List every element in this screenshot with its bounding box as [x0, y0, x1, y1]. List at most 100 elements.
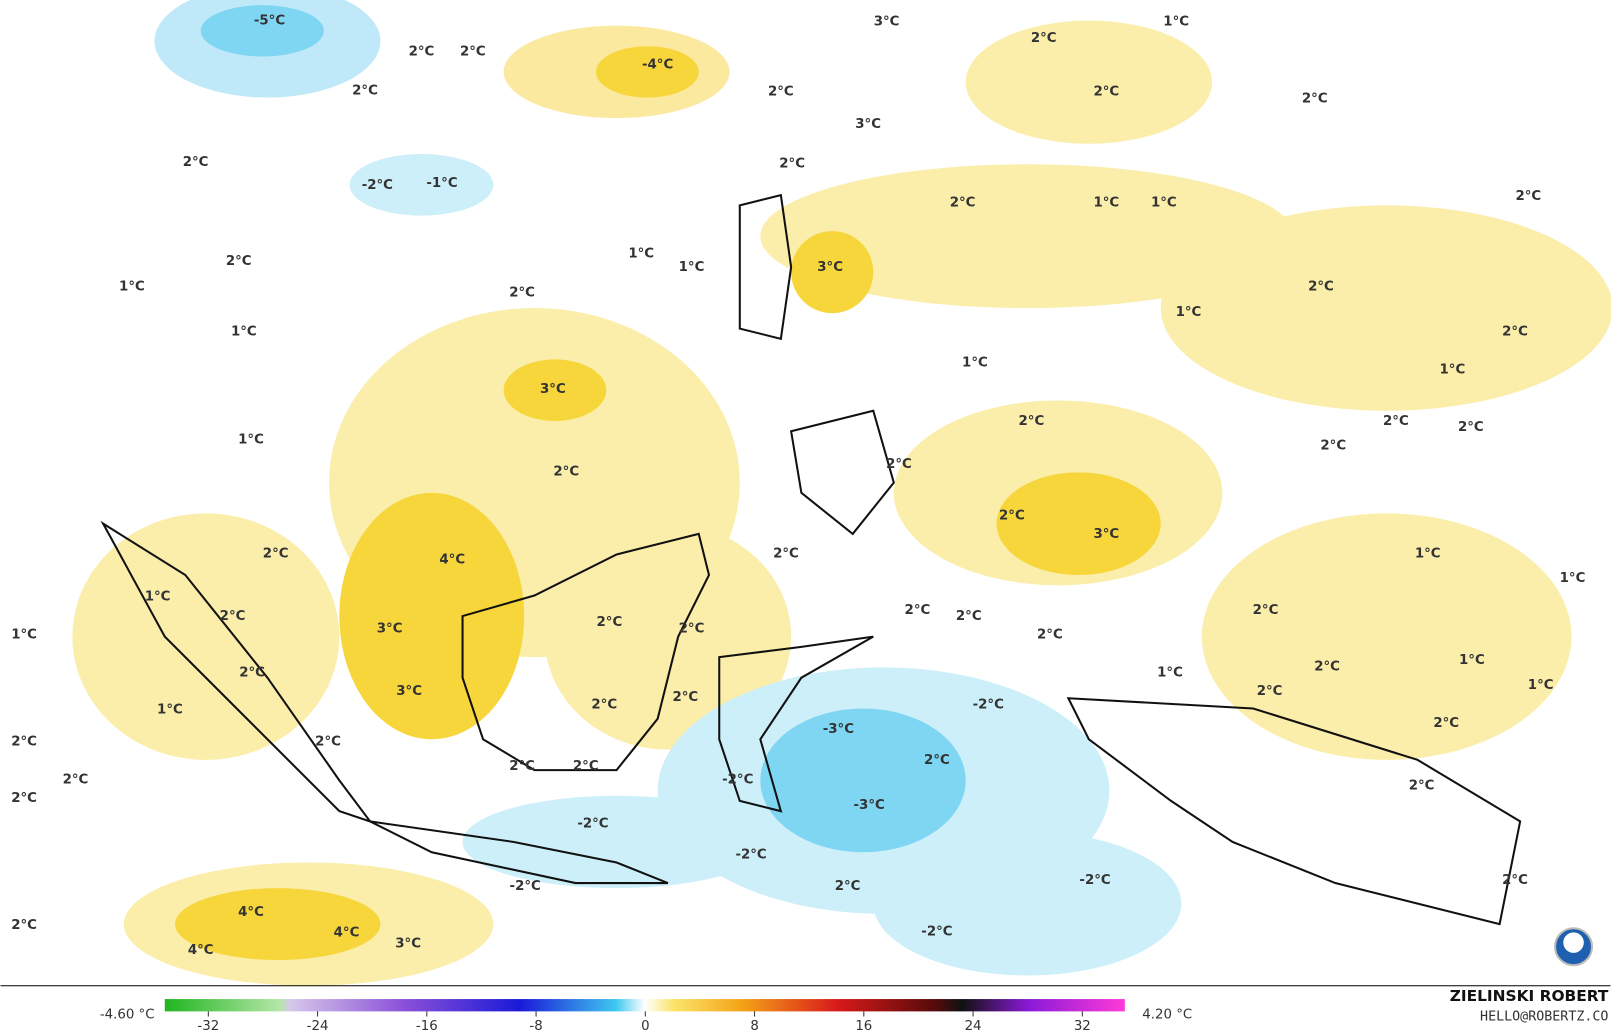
colorbar-tick-label: 32: [1074, 1019, 1091, 1034]
temp-label: -2°C: [510, 879, 541, 894]
temp-label: 4°C: [188, 943, 214, 958]
temp-label: 2°C: [886, 457, 912, 472]
temp-label: 2°C: [956, 609, 982, 624]
temp-label: 2°C: [11, 791, 37, 806]
temp-label: 2°C: [352, 83, 378, 98]
temp-label: 2°C: [597, 615, 623, 630]
temp-label: 2°C: [905, 603, 931, 618]
colorbar-tick-label: -24: [307, 1019, 329, 1034]
temp-label: -2°C: [735, 847, 766, 862]
temp-label: 2°C: [11, 734, 37, 749]
temp-label: 1°C: [1528, 678, 1554, 693]
temp-label: -1°C: [426, 176, 457, 191]
temp-label: 2°C: [1031, 31, 1057, 46]
temp-label: 2°C: [1308, 279, 1334, 294]
temp-label: 2°C: [779, 156, 805, 171]
temp-label: 1°C: [1093, 195, 1119, 210]
colorbar-min: -4.60 °C: [100, 1007, 155, 1022]
temp-label: -5°C: [254, 14, 285, 29]
temp-label: 4°C: [334, 925, 360, 940]
temp-label: 2°C: [509, 286, 535, 301]
temp-label: 2°C: [183, 155, 209, 170]
temp-label: -2°C: [921, 924, 952, 939]
temp-label: 2°C: [679, 621, 705, 636]
temp-label: -2°C: [722, 772, 753, 787]
temp-label: -3°C: [823, 722, 854, 737]
temp-label: 3°C: [1093, 527, 1119, 542]
temp-label: 1°C: [119, 279, 145, 294]
temp-label: 2°C: [11, 918, 37, 933]
temp-label: 2°C: [63, 772, 89, 787]
colorbar: [164, 999, 1125, 1012]
temp-label: 1°C: [1176, 305, 1202, 320]
colorbar-tick-label: 24: [965, 1019, 982, 1034]
temp-label: 4°C: [439, 553, 465, 568]
temp-label: -2°C: [362, 178, 393, 193]
temp-label: -2°C: [577, 816, 608, 831]
temp-label: 3°C: [396, 684, 422, 699]
colorbar-max: 4.20 °C: [1142, 1007, 1192, 1022]
temp-label: 2°C: [1409, 778, 1435, 793]
temp-label: 2°C: [1502, 325, 1528, 340]
colorbar-tick-label: 8: [750, 1019, 758, 1034]
temp-label: 1°C: [157, 703, 183, 718]
temp-label: 2°C: [835, 879, 861, 894]
temp-label: 2°C: [553, 464, 579, 479]
temp-label: -4°C: [642, 58, 673, 73]
temp-label: 3°C: [540, 382, 566, 397]
noaa-logo: [1554, 927, 1594, 967]
temp-label: 4°C: [238, 905, 264, 920]
temp-label: 2°C: [672, 690, 698, 705]
temp-label: 2°C: [509, 759, 535, 774]
temp-label: 3°C: [395, 937, 421, 952]
temp-label: 3°C: [874, 15, 900, 30]
colorbar-tick-label: 16: [855, 1019, 872, 1034]
temp-label: 2°C: [1093, 84, 1119, 99]
temp-label: 2°C: [1302, 92, 1328, 107]
temp-label: 2°C: [1019, 414, 1045, 429]
temp-label: 2°C: [1502, 873, 1528, 888]
temp-label: 2°C: [773, 546, 799, 561]
temp-label: 1°C: [231, 325, 257, 340]
temp-label: 3°C: [855, 117, 881, 132]
temp-label: 2°C: [263, 546, 289, 561]
temp-label: 2°C: [999, 508, 1025, 523]
temp-label: 1°C: [1415, 546, 1441, 561]
temp-label: 2°C: [220, 609, 246, 624]
temp-label: 2°C: [1037, 628, 1063, 643]
temp-label: 1°C: [962, 355, 988, 370]
temp-label: -2°C: [973, 697, 1004, 712]
temp-label: 2°C: [460, 44, 486, 59]
temp-label: 1°C: [679, 260, 705, 275]
temp-label: 2°C: [1383, 414, 1409, 429]
coastlines: [100, 193, 1522, 926]
temp-label: 2°C: [573, 759, 599, 774]
colorbar-tick-label: -16: [416, 1019, 438, 1034]
temp-label: 2°C: [1458, 420, 1484, 435]
temp-label: 1°C: [1157, 666, 1183, 681]
temp-label: 2°C: [924, 753, 950, 768]
temp-label: -2°C: [1079, 873, 1110, 888]
temp-label: 1°C: [145, 590, 171, 605]
temp-label: -3°C: [854, 798, 885, 813]
temp-label: 1°C: [1440, 363, 1466, 378]
temp-label: 1°C: [628, 247, 654, 262]
temp-label: 2°C: [1320, 439, 1346, 454]
colorbar-tick-label: 0: [641, 1019, 649, 1034]
temp-label: 2°C: [1253, 603, 1279, 618]
temp-label: 2°C: [226, 254, 252, 269]
temp-label: 1°C: [1163, 15, 1189, 30]
temp-label: 2°C: [591, 697, 617, 712]
temp-label: 2°C: [239, 666, 265, 681]
temp-label: 2°C: [1257, 684, 1283, 699]
credit-email: HELLO@ROBERTZ.CO: [1480, 1010, 1608, 1025]
credit-name: ZIELINSKI ROBERT: [1450, 987, 1609, 1005]
temp-label: 1°C: [1459, 653, 1485, 668]
colorbar-tick-label: -8: [529, 1019, 542, 1034]
temp-label: 1°C: [11, 628, 37, 643]
temp-label: 3°C: [817, 260, 843, 275]
temp-label: 2°C: [950, 195, 976, 210]
temp-label: 2°C: [1314, 659, 1340, 674]
